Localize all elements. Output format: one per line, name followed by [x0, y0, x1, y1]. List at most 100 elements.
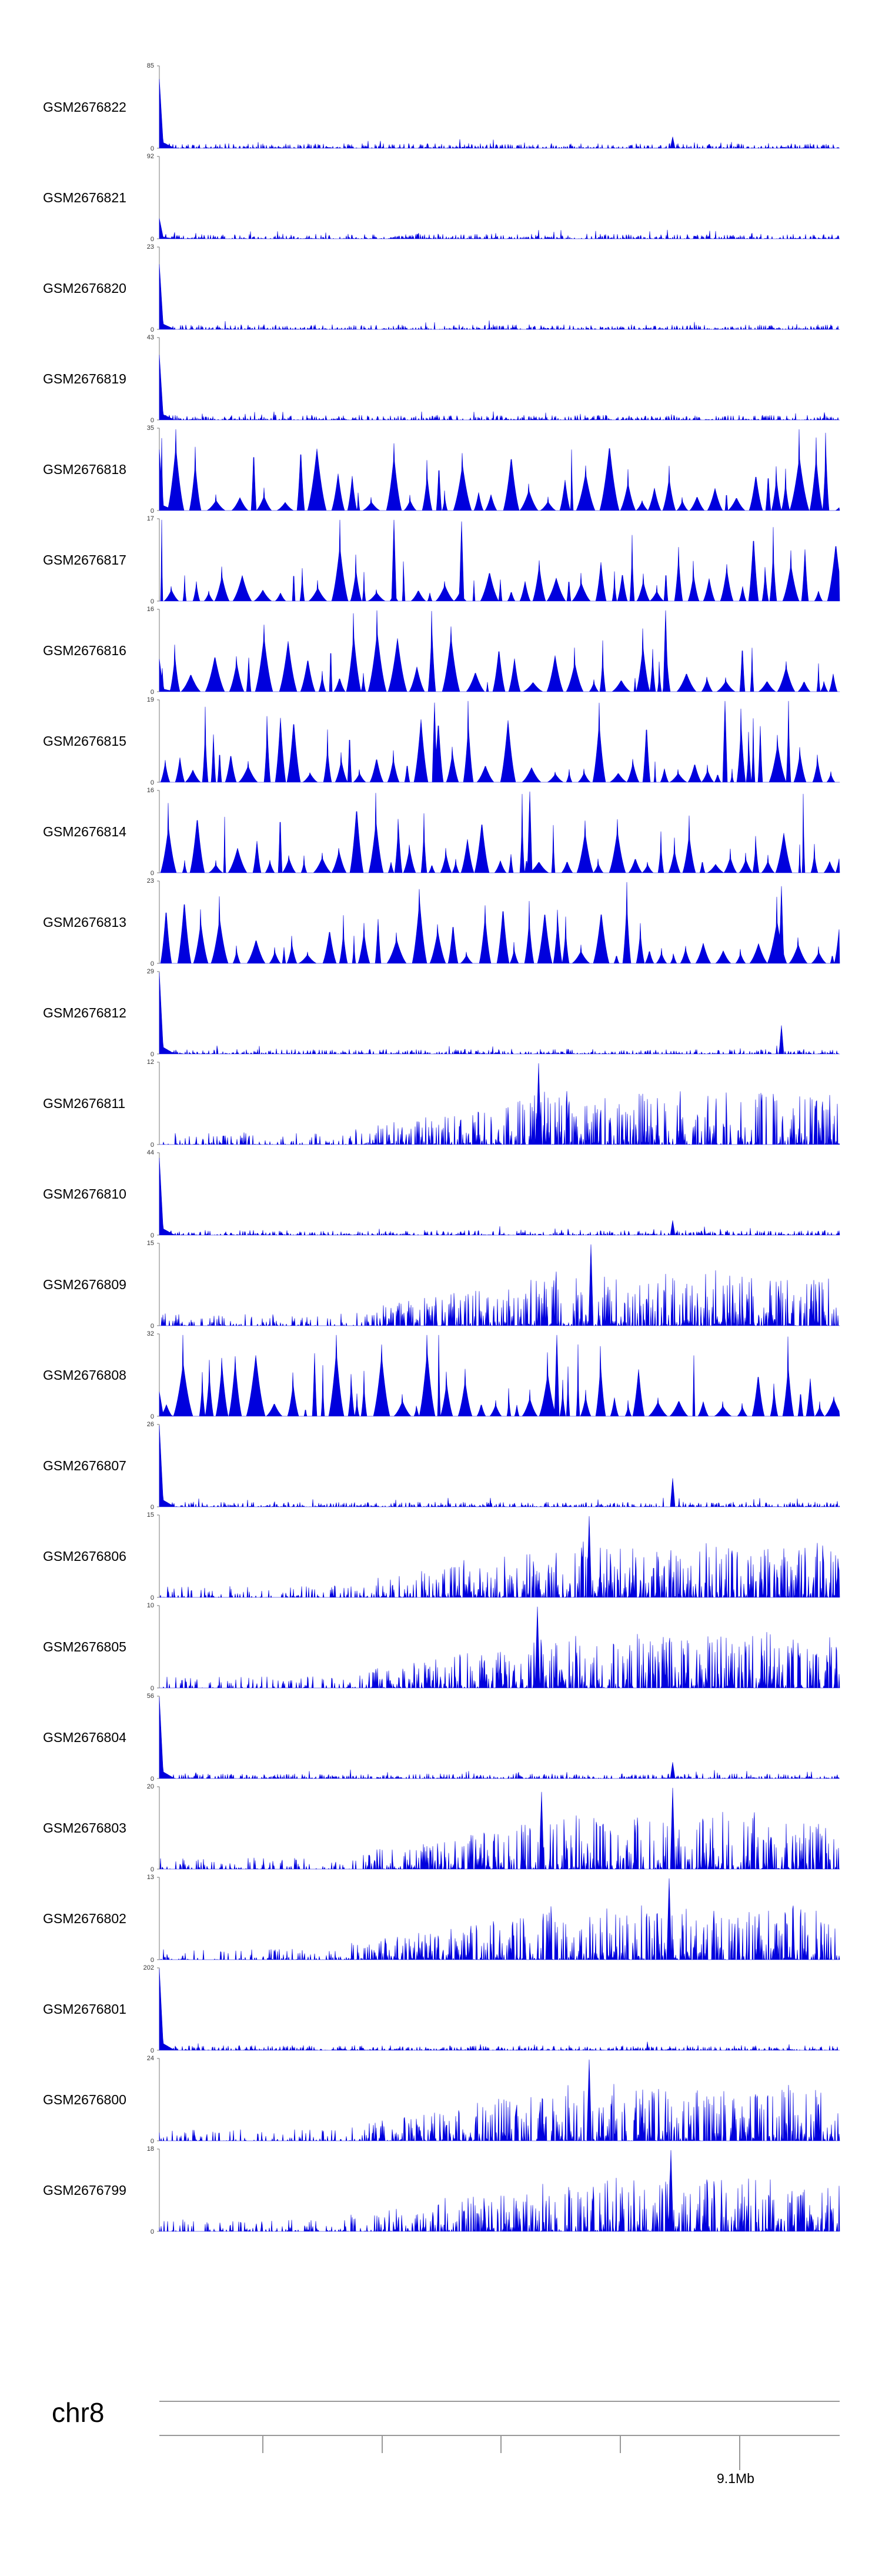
track: GSM2676803 20 0: [43, 1783, 840, 1873]
track-min-label: 0: [151, 508, 154, 515]
track: GSM2676811 12 0: [43, 1059, 840, 1149]
signal-area: [159, 1334, 840, 1417]
track-label: GSM2676811: [43, 1096, 125, 1111]
track: GSM2676819 43 0: [43, 334, 840, 424]
track-min-label: 0: [151, 1323, 154, 1330]
track-label: GSM2676801: [43, 2001, 126, 2017]
track: GSM2676810 44 0: [43, 1149, 840, 1239]
signal-area: [159, 355, 840, 421]
track-label: GSM2676804: [43, 1730, 126, 1745]
track-min-label: 0: [151, 1685, 154, 1692]
signal-area: [159, 1157, 840, 1236]
signal-area: [159, 882, 840, 964]
signal-area: [159, 1787, 840, 1870]
track-max-label: 32: [147, 1330, 154, 1337]
track-label: GSM2676799: [43, 2183, 126, 2198]
signal-area: [159, 264, 840, 330]
track: GSM2676816 16 0: [43, 606, 840, 696]
track-max-label: 44: [147, 1149, 154, 1156]
signal-area: [159, 700, 840, 783]
signal-area: [159, 610, 840, 692]
track-min-label: 0: [151, 2047, 154, 2054]
track-label: GSM2676807: [43, 1458, 126, 1473]
track-max-label: 92: [147, 153, 154, 160]
track-min-label: 0: [151, 236, 154, 243]
signal-area: [159, 218, 840, 239]
signal-area: [159, 519, 840, 602]
track-min-label: 0: [151, 2228, 154, 2235]
track-min-label: 0: [151, 1594, 154, 1601]
track: GSM2676800 24 0: [43, 2055, 840, 2145]
track-max-label: 15: [147, 1240, 154, 1247]
track-max-label: 20: [147, 1783, 154, 1790]
track: GSM2676805 10 0: [43, 1602, 840, 1692]
track-label: GSM2676810: [43, 1186, 126, 1202]
track-max-label: 26: [147, 1421, 154, 1428]
track-label: GSM2676806: [43, 1549, 126, 1564]
track-max-label: 24: [147, 2055, 154, 2062]
track-min-label: 0: [151, 1776, 154, 1783]
track-max-label: 12: [147, 1059, 154, 1066]
track: GSM2676801 202 0: [43, 1964, 840, 2054]
track-label: GSM2676812: [43, 1005, 126, 1020]
track: GSM2676807 26 0: [43, 1421, 840, 1511]
signal-area: [159, 1244, 840, 1326]
track: GSM2676813 23 0: [43, 877, 840, 967]
track-min-label: 0: [151, 1232, 154, 1239]
track: GSM2676821 92 0: [43, 153, 840, 243]
signal-area: [159, 1063, 840, 1145]
track-label: GSM2676819: [43, 371, 126, 386]
track-label: GSM2676818: [43, 462, 126, 477]
track: GSM2676812 29 0: [43, 968, 840, 1058]
chromosome-ruler: chr8 9.1Mb: [52, 2397, 840, 2486]
track-min-label: 0: [151, 1142, 154, 1149]
track: GSM2676815 19 0: [43, 696, 840, 786]
track: GSM2676799 18 0: [43, 2145, 840, 2235]
track-min-label: 0: [151, 326, 154, 333]
track: GSM2676820 23 0: [43, 243, 840, 333]
track: GSM2676808 32 0: [43, 1330, 840, 1420]
track-min-label: 0: [151, 1504, 154, 1511]
track-label: GSM2676805: [43, 1639, 126, 1654]
track-max-label: 13: [147, 1874, 154, 1881]
position-label: 9.1Mb: [717, 2471, 754, 2486]
track-min-label: 0: [151, 2138, 154, 2145]
track-label: GSM2676803: [43, 1820, 126, 1836]
track-max-label: 35: [147, 425, 154, 432]
track-min-label: 0: [151, 1051, 154, 1058]
track: GSM2676809 15 0: [43, 1240, 840, 1330]
track-max-label: 17: [147, 515, 154, 522]
track-label: GSM2676813: [43, 915, 126, 930]
track-label: GSM2676816: [43, 643, 126, 658]
track-max-label: 16: [147, 787, 154, 794]
signal-area: [159, 429, 840, 511]
track-min-label: 0: [151, 417, 154, 424]
track: GSM2676806 15 0: [43, 1511, 840, 1601]
track-max-label: 56: [147, 1693, 154, 1700]
track-max-label: 85: [147, 62, 154, 69]
track-min-label: 0: [151, 870, 154, 877]
track-min-label: 0: [151, 960, 154, 967]
signal-area: [159, 1878, 840, 1960]
track: GSM2676822 85 0: [43, 62, 840, 152]
track-max-label: 10: [147, 1602, 154, 1609]
signal-area: [159, 972, 840, 1055]
chromosome-label: chr8: [52, 2397, 104, 2428]
track-label: GSM2676820: [43, 281, 126, 296]
track-list: GSM2676822850GSM2676821920GSM2676820230G…: [43, 62, 840, 2235]
track-max-label: 43: [147, 334, 154, 341]
track-min-label: 0: [151, 1957, 154, 1964]
track-max-label: 19: [147, 696, 154, 703]
signal-area: [159, 1968, 840, 2051]
track-max-label: 18: [147, 2145, 154, 2153]
track-label: GSM2676808: [43, 1367, 126, 1383]
track: GSM2676814 16 0: [43, 787, 840, 877]
signal-area: [159, 2150, 840, 2232]
track-min-label: 0: [151, 689, 154, 696]
track-min-label: 0: [151, 779, 154, 786]
track-label: GSM2676817: [43, 552, 126, 568]
signal-area: [159, 2059, 840, 2141]
track-min-label: 0: [151, 598, 154, 605]
track: GSM2676817 17 0: [43, 515, 840, 605]
